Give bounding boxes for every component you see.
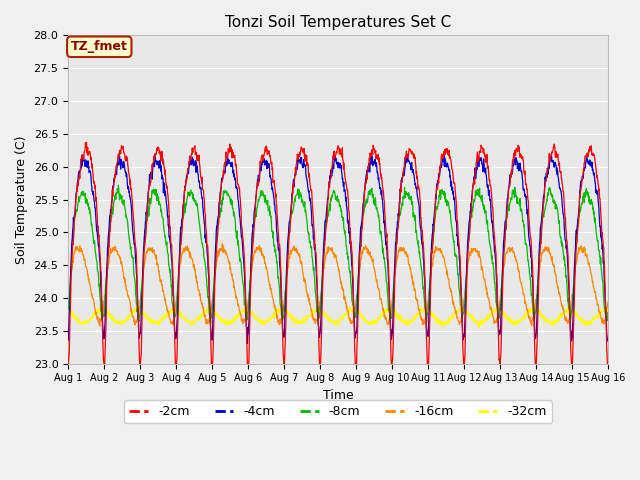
Title: Tonzi Soil Temperatures Set C: Tonzi Soil Temperatures Set C xyxy=(225,15,451,30)
-8cm xyxy=(493,303,500,309)
-2cm xyxy=(185,164,193,170)
-32cm xyxy=(541,317,548,323)
-16cm xyxy=(172,304,179,310)
Legend: -2cm, -4cm, -8cm, -16cm, -32cm: -2cm, -4cm, -8cm, -16cm, -32cm xyxy=(124,400,552,423)
Y-axis label: Soil Temperature (C): Soil Temperature (C) xyxy=(15,135,28,264)
-4cm xyxy=(422,324,430,329)
-4cm xyxy=(604,336,612,342)
-32cm xyxy=(171,306,179,312)
-4cm xyxy=(64,337,72,343)
-2cm xyxy=(541,190,548,196)
-4cm xyxy=(493,283,500,289)
-4cm xyxy=(224,152,232,158)
-16cm xyxy=(493,315,500,321)
-16cm xyxy=(541,248,548,253)
-8cm xyxy=(604,310,612,315)
Line: -2cm: -2cm xyxy=(68,143,608,372)
-8cm xyxy=(172,312,179,317)
-2cm xyxy=(604,366,612,372)
-2cm xyxy=(460,370,468,375)
-8cm xyxy=(64,306,72,312)
-32cm xyxy=(280,304,288,310)
-8cm xyxy=(115,182,122,188)
-2cm xyxy=(172,361,179,367)
-2cm xyxy=(83,140,90,145)
X-axis label: Time: Time xyxy=(323,389,353,402)
-8cm xyxy=(207,321,214,326)
-16cm xyxy=(218,241,226,247)
-16cm xyxy=(422,311,430,317)
-2cm xyxy=(64,367,72,373)
-16cm xyxy=(64,301,72,307)
-8cm xyxy=(185,192,193,197)
-32cm xyxy=(244,309,252,315)
-32cm xyxy=(64,308,72,313)
-32cm xyxy=(493,306,500,312)
-16cm xyxy=(96,323,104,329)
-2cm xyxy=(245,359,253,364)
Text: TZ_fmet: TZ_fmet xyxy=(71,40,128,53)
Line: -4cm: -4cm xyxy=(68,155,608,343)
Line: -32cm: -32cm xyxy=(68,307,608,327)
-16cm xyxy=(246,291,253,297)
-8cm xyxy=(246,290,253,296)
-32cm xyxy=(422,307,430,313)
Line: -16cm: -16cm xyxy=(68,244,608,326)
Line: -8cm: -8cm xyxy=(68,185,608,324)
-32cm xyxy=(476,324,483,330)
-4cm xyxy=(541,188,548,194)
-4cm xyxy=(171,332,179,337)
-32cm xyxy=(184,319,192,325)
-2cm xyxy=(493,271,500,277)
-2cm xyxy=(422,311,430,316)
-8cm xyxy=(541,208,548,214)
-4cm xyxy=(244,340,252,346)
-8cm xyxy=(422,317,430,323)
-16cm xyxy=(604,300,612,305)
-32cm xyxy=(604,308,612,313)
-16cm xyxy=(185,246,193,252)
-4cm xyxy=(246,307,253,313)
-4cm xyxy=(184,171,192,177)
